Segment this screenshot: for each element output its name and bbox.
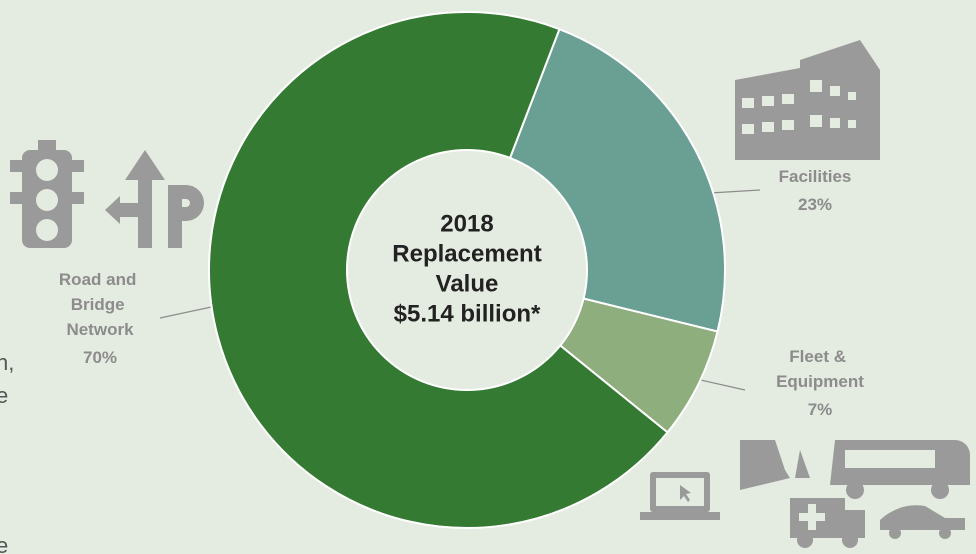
- cropped-text: e: [0, 383, 8, 408]
- cropped-text: e: [0, 533, 8, 554]
- value-label: 70%: [83, 348, 117, 367]
- building-icon: [735, 40, 880, 160]
- donut-hole: [346, 149, 588, 391]
- category-label: Fleet & Equipment: [776, 347, 864, 391]
- category-label: Facilities: [779, 167, 852, 186]
- value-label: 7%: [808, 400, 833, 419]
- traffic-light-icon: [10, 140, 84, 248]
- center-text: $5.14 billion*: [394, 300, 541, 327]
- category-label: Road and Bridge Network: [59, 270, 141, 339]
- center-text: Value: [436, 270, 499, 297]
- vehicles-icon: [640, 440, 970, 548]
- cropped-text: n,: [0, 350, 14, 375]
- value-label: 23%: [798, 195, 832, 214]
- center-text: 2018: [440, 210, 493, 237]
- road-arrow-icon: [105, 150, 204, 248]
- center-text: Replacement: [392, 240, 541, 267]
